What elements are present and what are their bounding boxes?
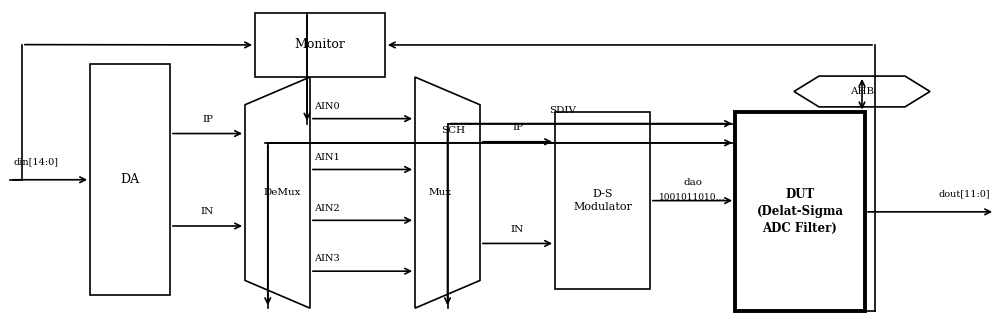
Bar — [555, 112, 650, 289]
Text: Mux: Mux — [428, 188, 451, 197]
Text: D-S
Modulator: D-S Modulator — [573, 189, 632, 212]
Text: din[14:0]: din[14:0] — [14, 158, 59, 167]
Polygon shape — [415, 77, 480, 308]
Text: SCH: SCH — [441, 126, 465, 134]
Bar — [90, 64, 170, 295]
Polygon shape — [245, 77, 310, 308]
Text: IP: IP — [512, 123, 523, 132]
Text: dout[11:0]: dout[11:0] — [938, 190, 990, 199]
Text: 1001011010…: 1001011010… — [659, 193, 726, 202]
Text: IP: IP — [202, 115, 213, 124]
Text: DUT
(Delat-Sigma
ADC Filter): DUT (Delat-Sigma ADC Filter) — [757, 188, 844, 235]
Text: DA: DA — [120, 173, 140, 186]
Text: dao: dao — [683, 178, 702, 187]
Bar — [255, 13, 385, 77]
Bar — [735, 112, 865, 311]
Text: AIN3: AIN3 — [314, 255, 340, 264]
Text: AIN1: AIN1 — [314, 153, 340, 162]
Text: AHB: AHB — [850, 87, 874, 96]
Text: AIN2: AIN2 — [314, 204, 340, 213]
Polygon shape — [794, 76, 930, 107]
Text: IN: IN — [511, 224, 524, 233]
Text: IN: IN — [201, 207, 214, 216]
Text: Monitor: Monitor — [295, 39, 345, 51]
Text: DeMux: DeMux — [264, 188, 301, 197]
Text: SDIV: SDIV — [549, 106, 576, 115]
Text: AIN0: AIN0 — [314, 102, 340, 111]
